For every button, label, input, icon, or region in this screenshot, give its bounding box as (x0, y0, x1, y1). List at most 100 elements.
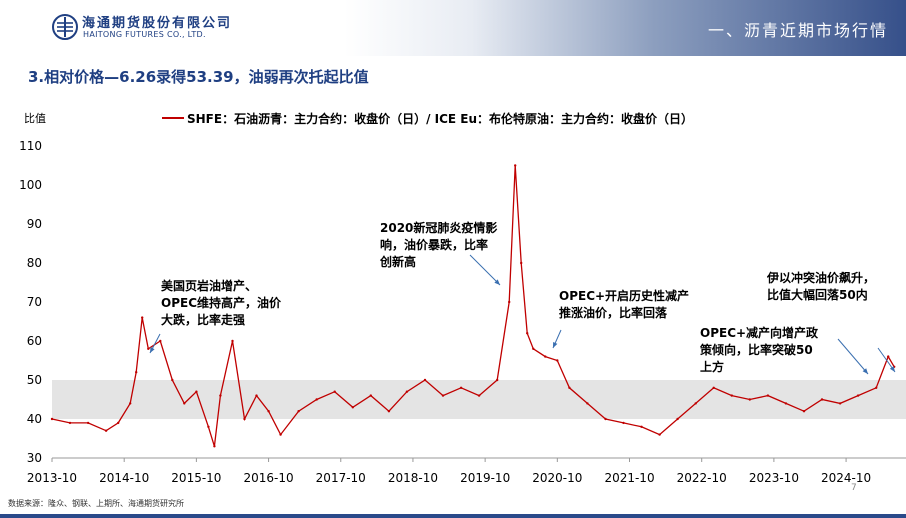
data-point (820, 398, 824, 401)
footer-bar (0, 514, 906, 518)
data-point (875, 386, 878, 389)
annotation-text: OPEC+减产向增产政策倾向，比率突破50 上方 (700, 325, 819, 374)
data-point (586, 402, 589, 405)
y-tick-label: 30 (27, 451, 42, 465)
data-point (207, 425, 210, 428)
data-point (50, 417, 54, 421)
data-point (514, 164, 517, 167)
data-point (508, 300, 511, 304)
arrow-head (150, 347, 155, 353)
x-axis-ticks: 2013-10 2014-10 2015-10 2016-10 2017-10 2018-… (27, 458, 871, 485)
annotation-arrow (837, 338, 869, 375)
data-point (129, 402, 132, 405)
data-point (520, 261, 523, 265)
company-name: 海通期货股份有限公司 (82, 16, 233, 31)
data-point (477, 394, 481, 397)
arrow-head (889, 366, 895, 372)
y-axis-ticks: 30 40 50 60 70 80 90 100 110 (19, 139, 42, 465)
annotation-arrow (469, 254, 501, 286)
data-point (255, 394, 258, 397)
data-point (104, 429, 108, 432)
section-title: 一、沥青近期市场行情 (707, 21, 888, 40)
y-axis-label: 比值 (24, 112, 46, 125)
x-tick-label: 2021-10 (604, 471, 654, 485)
data-point (213, 445, 216, 448)
data-point (640, 425, 643, 428)
data-point (333, 390, 336, 393)
data-point (544, 355, 547, 358)
x-tick-label: 2019-10 (460, 471, 510, 485)
data-point (622, 421, 625, 425)
x-tick-label: 2016-10 (243, 471, 293, 485)
data-point (730, 394, 733, 397)
data-point (526, 332, 529, 335)
data-point (568, 386, 571, 389)
x-tick-label: 2015-10 (171, 471, 221, 485)
y-tick-label: 110 (19, 139, 42, 153)
company-name-en: HAITONG FUTURES CO., LTD. (83, 30, 206, 39)
data-point (556, 359, 559, 362)
data-point (712, 386, 715, 389)
data-point (496, 378, 499, 382)
data-point (315, 398, 318, 401)
data-point (117, 421, 120, 425)
data-point (171, 378, 174, 382)
x-tick-label: 2013-10 (27, 471, 77, 485)
data-point (243, 417, 246, 421)
arrow-head (862, 368, 868, 374)
data-point (369, 394, 372, 397)
data-point (532, 347, 535, 350)
y-tick-label: 60 (27, 334, 42, 348)
arrow-head (494, 279, 500, 285)
data-source: 数据来源：隆众、钢联、上期所、海通期货研究所 (8, 499, 184, 508)
data-point (297, 410, 300, 413)
series-line (51, 165, 895, 447)
data-point (279, 433, 282, 436)
data-point (231, 339, 234, 343)
data-point (135, 371, 138, 374)
data-point (658, 433, 661, 436)
annotation-text: 2020新冠肺炎疫情影响，油价暴跌，比率创新高 (379, 220, 497, 269)
data-point (856, 394, 860, 397)
data-point (141, 316, 144, 319)
data-point (423, 378, 427, 382)
data-point (694, 402, 697, 405)
legend-label: SHFE：石油沥青：主力合约：收盘价（日）/ ICE Eu：布伦特原油：主力合约… (187, 111, 693, 126)
x-tick-label: 2018-10 (388, 471, 438, 485)
annotations: 美国页岩油增产、 OPEC维持高产，油价大跌，比率走强 2020新冠肺炎疫情影响，油… (161, 220, 875, 374)
logo: 海通期货股份有限公司 HAITONG FUTURES CO., LTD. (0, 0, 260, 56)
y-tick-label: 70 (27, 295, 42, 309)
data-point (604, 417, 607, 421)
data-point (267, 410, 270, 413)
y-tick-label: 40 (27, 412, 42, 426)
data-point (219, 394, 222, 397)
x-tick-label: 2017-10 (316, 471, 366, 485)
x-tick-label: 2022-10 (677, 471, 727, 485)
y-tick-label: 80 (27, 256, 42, 270)
data-point (838, 402, 842, 405)
data-point (68, 421, 72, 425)
data-point (784, 402, 788, 405)
header-bar: 海通期货股份有限公司 HAITONG FUTURES CO., LTD. 一、沥… (0, 0, 906, 56)
y-tick-label: 90 (27, 217, 42, 231)
annotation-text: OPEC+开启历史性减产推涨油价，比率回落 (559, 288, 689, 320)
shaded-band-40-50 (52, 380, 906, 419)
annotation-text: 伊以冲突油价飙升，比值大幅回落50内 (766, 270, 875, 302)
data-point (441, 394, 445, 397)
data-point (183, 402, 186, 405)
data-point (802, 410, 806, 413)
annotation-text: 美国页岩油增产、 OPEC维持高产，油价大跌，比率走强 (161, 278, 282, 327)
x-tick-label: 2024-10 (821, 471, 871, 485)
data-point (147, 347, 150, 350)
data-point (159, 339, 162, 343)
data-point (748, 398, 751, 401)
arrow-head (553, 342, 558, 348)
x-tick-label: 2014-10 (99, 471, 149, 485)
data-point (887, 355, 890, 358)
series-points (50, 164, 896, 448)
data-point (459, 386, 463, 389)
slide-subtitle: 3.相对价格—6.26录得53.39，油弱再次托起比值 (28, 68, 369, 86)
page-number: 7 (851, 483, 857, 493)
data-point (86, 421, 90, 425)
